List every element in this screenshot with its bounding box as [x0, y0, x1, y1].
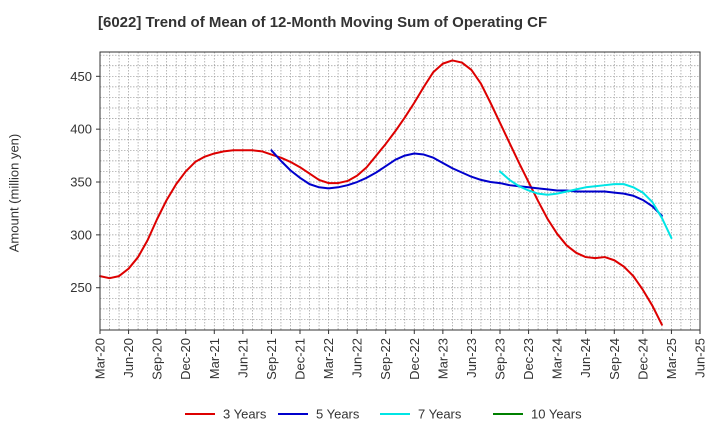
- x-tick-label: Jun-25: [693, 338, 708, 378]
- x-tick-label: Jun-24: [578, 338, 593, 378]
- chart-title: [6022] Trend of Mean of 12-Month Moving …: [98, 14, 548, 31]
- x-tick-label: Sep-23: [493, 338, 508, 380]
- x-tick-label: Mar-22: [321, 338, 336, 379]
- x-tick-label: Sep-24: [607, 338, 622, 380]
- series-line-5-years: [270, 149, 663, 217]
- x-tick-label: Jun-23: [464, 338, 479, 378]
- x-tick-label: Mar-24: [550, 338, 565, 379]
- x-tick-label: Sep-20: [150, 338, 165, 380]
- legend-label: 10 Years: [531, 407, 582, 422]
- y-tick-label: 350: [70, 175, 92, 190]
- x-tick-label: Dec-23: [521, 338, 536, 380]
- x-tick-label: Sep-22: [378, 338, 393, 380]
- legend-label: 5 Years: [316, 407, 360, 422]
- x-tick-label: Mar-20: [93, 338, 108, 379]
- x-tick-label: Dec-20: [178, 338, 193, 380]
- y-tick-label: 450: [70, 69, 92, 84]
- y-tick-label: 400: [70, 122, 92, 137]
- x-tick-label: Dec-24: [635, 338, 650, 380]
- plot-area: [100, 52, 700, 330]
- x-tick-label: Mar-21: [207, 338, 222, 379]
- x-tick-label: Jun-22: [350, 338, 365, 378]
- plot-frame: [99, 51, 701, 331]
- x-tick-label: Sep-21: [264, 338, 279, 380]
- x-tick-label: Dec-21: [293, 338, 308, 380]
- y-tick-label: 300: [70, 227, 92, 242]
- legend-label: 3 Years: [223, 407, 267, 422]
- x-tick-label: Jun-21: [235, 338, 250, 378]
- x-tick-label: Dec-22: [407, 338, 422, 380]
- legend-label: 7 Years: [418, 407, 462, 422]
- x-tick-label: Mar-25: [664, 338, 679, 379]
- y-tick-label: 250: [70, 280, 92, 295]
- series-line-3-years: [99, 59, 663, 326]
- x-tick-label: Jun-20: [121, 338, 136, 378]
- series-line-7-years: [499, 170, 673, 240]
- x-tick-label: Mar-23: [435, 338, 450, 379]
